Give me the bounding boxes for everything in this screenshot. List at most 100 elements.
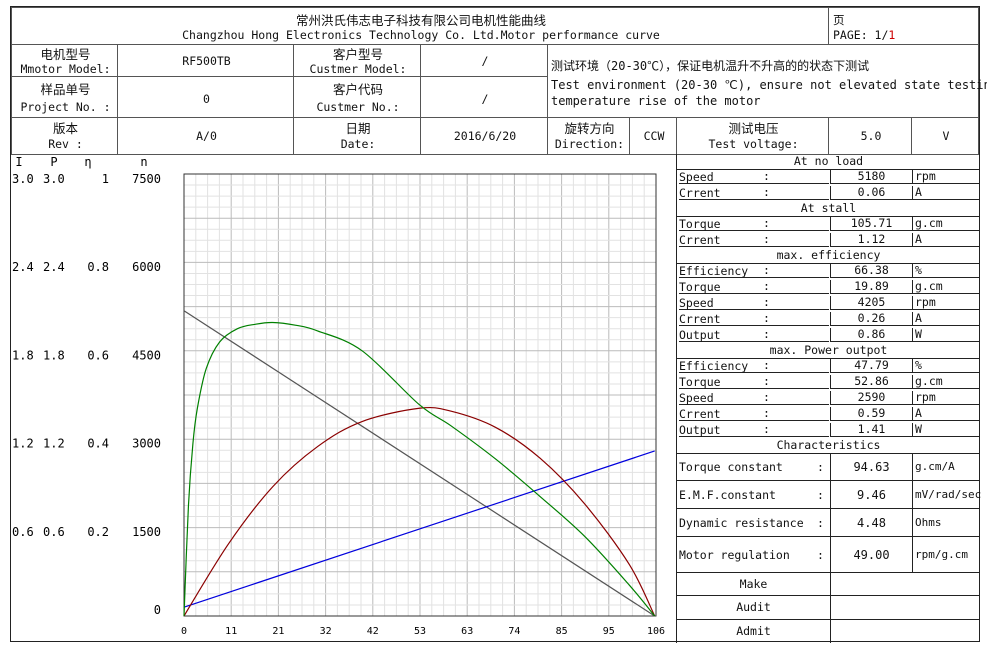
y-tick-label: 2.4 [12, 260, 34, 274]
result-colon: : [759, 217, 829, 231]
performance-sheet: 常州洪氏伟志电子科技有限公司电机性能曲线 Changzhou Hong Elec… [10, 6, 987, 643]
x-tick-label: 74 [508, 626, 520, 637]
signoff-row: Admit [677, 619, 980, 643]
direction-label: 旋转方向 Direction: [547, 117, 630, 155]
result-row: Crrent:0.06 A [677, 185, 980, 201]
result-row: Output:1.41 W [677, 422, 980, 438]
result-label: Torque [679, 376, 759, 389]
result-label: Torque [679, 281, 759, 294]
result-unit: A [912, 312, 980, 326]
result-row: Crrent:0.26 A [677, 311, 980, 327]
result-value: 5180 [830, 170, 912, 184]
project-label: 样品单号 Project No. : [11, 76, 118, 118]
efficiency-curve [183, 321, 656, 617]
motor-model-label: 电机型号 Mmotor Model: [11, 44, 118, 77]
direction-value: CCW [629, 117, 677, 155]
voltage-unit: V [911, 117, 979, 155]
result-row: Speed:5180 rpm [677, 169, 980, 185]
result-label: Efficiency [679, 265, 759, 278]
y-tick-label: 0.6 [43, 525, 65, 539]
voltage-label: 测试电压 Test voltage: [676, 117, 829, 155]
result-row: Speed:4205 rpm [677, 295, 980, 311]
result-unit: A [912, 233, 980, 247]
char-label: Torque constant [679, 460, 783, 474]
signoff-field[interactable] [830, 573, 980, 596]
y-tick-label: 1.2 [12, 437, 34, 451]
result-label: Crrent [679, 313, 759, 326]
result-value: 1.41 [830, 423, 912, 437]
x-tick-label: 0 [181, 626, 187, 637]
signoff-label: Admit [736, 623, 771, 638]
y-tick-label: 0 [154, 603, 161, 617]
result-unit: A [912, 407, 980, 421]
result-row: Crrent:1.12 A [677, 232, 980, 248]
rev-value: A/0 [117, 117, 294, 155]
result-value: 0.86 [830, 328, 912, 342]
result-value: 52.86 [830, 375, 912, 389]
plot-border [183, 173, 657, 617]
signoff-field[interactable] [830, 596, 980, 619]
date-label: 日期 Date: [293, 117, 421, 155]
y-tick-label: 1 [102, 172, 109, 186]
cust-model-value: / [420, 44, 548, 77]
signoff-row: Audit [677, 596, 980, 620]
result-unit: rpm [912, 391, 980, 405]
x-tick-label: 95 [603, 626, 615, 637]
char-unit: mV/rad/sec [912, 481, 981, 508]
result-row: Torque:19.89 g.cm [677, 279, 980, 295]
result-label: Speed [679, 297, 759, 310]
y-tick-label: 7500 [132, 172, 161, 186]
section-title: Characteristics [677, 438, 980, 454]
result-row: Output:0.86 W [677, 327, 980, 343]
characteristic-row: Motor regulation:49.00 rpm/g.cm [677, 537, 980, 573]
result-value: 105.71 [830, 217, 912, 231]
axis-header: n [140, 155, 147, 169]
result-row: Torque:52.86 g.cm [677, 374, 980, 390]
y-tick-label: 1.2 [43, 437, 65, 451]
result-colon: : [759, 312, 829, 326]
result-colon: : [759, 423, 829, 437]
result-colon: : [759, 170, 829, 184]
char-value: 49.00 [830, 537, 912, 572]
speed-curve [183, 310, 656, 617]
result-colon: : [759, 186, 829, 200]
x-tick-label: 42 [367, 626, 379, 637]
y-tick-label: 1.8 [12, 348, 34, 362]
result-unit: W [912, 328, 980, 342]
result-unit: rpm [912, 170, 980, 184]
title-box: 常州洪氏伟志电子科技有限公司电机性能曲线 Changzhou Hong Elec… [11, 7, 829, 45]
page-label-en: PAGE: 1/ [833, 28, 889, 42]
y-tick-label: 2.4 [43, 260, 65, 274]
result-value: 66.38 [830, 264, 912, 278]
results-panel: At no load Speed:5180 rpm Crrent:0.06 A At st… [676, 154, 981, 643]
x-tick-label: 32 [320, 626, 332, 637]
result-colon: : [759, 296, 829, 310]
characteristic-row: E.M.F.constant:9.46 mV/rad/sec [677, 481, 981, 509]
signoff-label: Make [739, 577, 768, 591]
result-colon: : [759, 264, 829, 278]
page-total: 1 [888, 28, 896, 42]
y-tick-label: 4500 [132, 348, 161, 362]
char-label: Dynamic resistance [679, 516, 804, 530]
result-label: Crrent [679, 234, 759, 247]
cust-no-label: 客户代码 Custmer No.: [293, 76, 421, 118]
date-value: 2016/6/20 [420, 117, 548, 155]
title-cn: 常州洪氏伟志电子科技有限公司电机性能曲线 [295, 13, 546, 28]
result-colon: : [759, 391, 829, 405]
result-value: 47.79 [830, 359, 912, 373]
result-colon: : [759, 407, 829, 421]
test-environment: 测试环境（20-30℃），保证电机温升不升高的的状态下测试 Test envir… [547, 44, 987, 118]
y-tick-label: 3.0 [12, 172, 34, 186]
result-colon: : [759, 233, 829, 247]
result-unit: g.cm [912, 375, 980, 389]
char-colon: : [817, 460, 824, 474]
section-title: At stall [677, 201, 980, 217]
char-unit: Ohms [912, 509, 980, 536]
result-row: Efficiency:66.38% [677, 263, 980, 279]
current-curve [183, 450, 655, 608]
result-label: Efficiency [679, 360, 759, 373]
result-row: Crrent:0.59 A [677, 406, 980, 422]
result-value: 0.06 [830, 186, 912, 200]
signoff-field[interactable] [830, 619, 980, 643]
result-label: Crrent [679, 408, 759, 421]
